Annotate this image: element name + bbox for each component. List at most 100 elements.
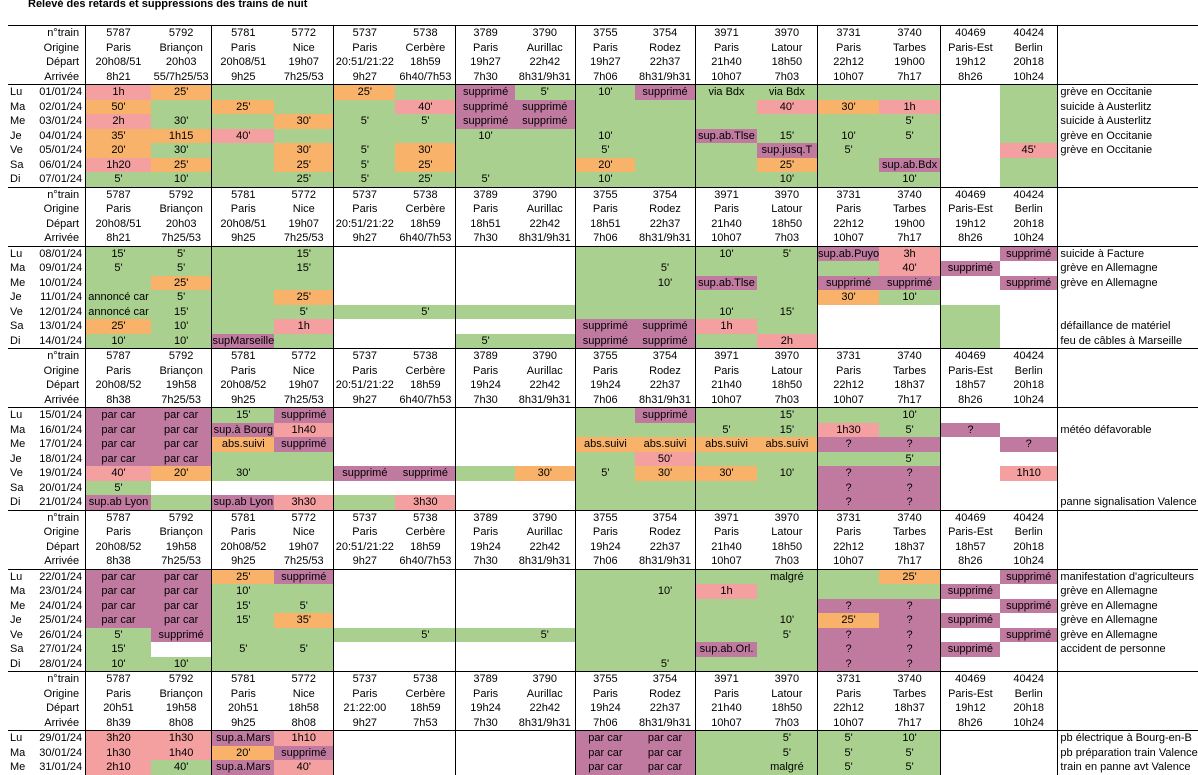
weekday-cell: Lu bbox=[8, 84, 32, 100]
header-cell: Aurillac bbox=[526, 364, 563, 377]
delay-table: n°train 5787 5792 5781 5772 5737 5738 3789 3790 3… bbox=[8, 25, 1198, 775]
header-cell: 5787 bbox=[85, 509, 151, 525]
weekday-cell: Je bbox=[10, 614, 22, 626]
date-cell: 10/01/24 bbox=[39, 276, 83, 289]
header-cell: 3731 bbox=[816, 509, 880, 525]
header-cell: 40469 bbox=[939, 186, 1000, 202]
header-cell: 40424 bbox=[999, 348, 1059, 364]
delay-cell: 5' bbox=[514, 84, 576, 100]
delay-cell bbox=[274, 84, 334, 100]
header-cell: 22h37 bbox=[649, 540, 681, 553]
note-cell bbox=[1058, 378, 1198, 393]
header-cell: Paris bbox=[85, 686, 151, 701]
header-cell: 10h24 bbox=[999, 69, 1059, 85]
delay-cell: ? bbox=[816, 598, 880, 613]
date-cell: 07/01/24 bbox=[39, 173, 83, 185]
delay-cell: abs.suivi bbox=[574, 437, 635, 452]
header-cell: 8h26 bbox=[939, 554, 1000, 569]
header-cell: 3754 bbox=[634, 25, 696, 41]
cause-note bbox=[1058, 158, 1198, 173]
header-cell: 10h07 bbox=[695, 69, 757, 85]
header-cell: 8h31/9h31 bbox=[518, 232, 571, 244]
delay-cell: 2h bbox=[85, 114, 151, 129]
delay-cell: supprimé bbox=[574, 319, 635, 334]
delay-cell bbox=[999, 730, 1059, 746]
header-cell: 10h07 bbox=[816, 715, 880, 731]
date-cell: 29/01/24 bbox=[31, 730, 86, 746]
delay-cell: supprimé bbox=[879, 275, 941, 290]
delay-cell bbox=[634, 157, 696, 172]
delay-cell bbox=[333, 627, 396, 642]
note-cell bbox=[1058, 716, 1198, 731]
delay-cell: 30' bbox=[695, 466, 757, 481]
cause-note: suicide à Austerlitz bbox=[1060, 100, 1152, 113]
delay-cell: 25' bbox=[395, 157, 456, 172]
table-row: Je 25/01/24 par car par car 15' 35' 10' 25'? sup… bbox=[8, 613, 1198, 628]
header-cell: 7h25/53 bbox=[161, 393, 202, 406]
header-cell: 9h25 bbox=[211, 392, 275, 408]
header-cell: 20h18 bbox=[999, 216, 1059, 231]
delay-cell: ? bbox=[879, 627, 941, 642]
delay-cell: 10' bbox=[85, 656, 151, 672]
delay-cell bbox=[274, 584, 334, 599]
delay-cell: 5' bbox=[879, 422, 941, 437]
delay-cell: 25' bbox=[274, 290, 334, 305]
delay-cell bbox=[939, 466, 1000, 481]
delay-cell bbox=[574, 642, 635, 657]
header-cell: 3754 bbox=[634, 348, 696, 364]
delay-cell: par car bbox=[634, 745, 696, 760]
delay-cell: malgré bbox=[756, 760, 818, 775]
delay-cell bbox=[211, 157, 275, 172]
header-blank bbox=[8, 701, 31, 716]
header-cell: 18h50 bbox=[771, 379, 803, 391]
delay-cell: 25' bbox=[150, 157, 212, 172]
delay-cell bbox=[695, 480, 757, 495]
cause-note: grève en Occitanie bbox=[1060, 144, 1153, 156]
weekday-cell: Ma bbox=[10, 746, 26, 759]
delay-cell: malgré bbox=[756, 568, 818, 584]
header-cell: Paris-Est bbox=[939, 686, 1000, 701]
delay-cell bbox=[395, 84, 456, 100]
delay-cell bbox=[695, 451, 757, 466]
header-cell: 3755 bbox=[574, 671, 635, 687]
delay-cell: par car bbox=[85, 568, 151, 584]
header-blank bbox=[8, 687, 31, 702]
delay-cell bbox=[756, 642, 818, 657]
header-cell: Cerbère bbox=[405, 203, 446, 215]
header-cell: Paris bbox=[816, 40, 880, 55]
delay-cell bbox=[574, 627, 635, 642]
header-cell: 3789 bbox=[455, 671, 515, 687]
weekday-cell: Di bbox=[10, 173, 21, 185]
header-cell: 20h03 bbox=[165, 56, 197, 68]
delay-cell: sup.ab.Orl. bbox=[695, 642, 757, 657]
delay-cell: 30' bbox=[274, 114, 334, 129]
delay-cell bbox=[695, 656, 757, 672]
delay-cell bbox=[574, 656, 635, 672]
delay-cell: 25' bbox=[85, 319, 151, 334]
header-label: n°train bbox=[31, 186, 86, 202]
delay-cell: 1h10 bbox=[274, 730, 334, 746]
delay-cell: 15' bbox=[85, 642, 151, 657]
delay-cell bbox=[756, 114, 818, 129]
header-cell: 3789 bbox=[455, 25, 515, 41]
delay-cell: 25' bbox=[211, 568, 275, 584]
table-row: Je 11/01/24 annoncé car 5' 25' 30' 10' bbox=[8, 290, 1198, 305]
delay-cell bbox=[634, 613, 696, 628]
delay-cell bbox=[816, 451, 880, 466]
header-cell: Paris bbox=[455, 686, 515, 701]
delay-cell bbox=[939, 319, 1000, 334]
header-cell: 22h37 bbox=[649, 56, 681, 68]
delay-cell: ? bbox=[879, 642, 941, 657]
delay-cell: supprimé bbox=[395, 466, 456, 481]
cause-note: train en panne avt Valence bbox=[1060, 761, 1191, 773]
delay-cell: 5' bbox=[85, 172, 151, 187]
header-cell: 10h07 bbox=[695, 715, 757, 731]
delay-cell bbox=[211, 275, 275, 290]
header-cell: Tarbes bbox=[893, 41, 927, 54]
delay-cell bbox=[999, 333, 1059, 349]
header-cell: 10h07 bbox=[816, 231, 880, 246]
delay-cell: annoncé car bbox=[85, 290, 151, 305]
cause-note: feu de câbles à Marseille bbox=[1060, 334, 1183, 347]
delay-cell bbox=[816, 584, 880, 599]
cause-note bbox=[1058, 290, 1198, 305]
